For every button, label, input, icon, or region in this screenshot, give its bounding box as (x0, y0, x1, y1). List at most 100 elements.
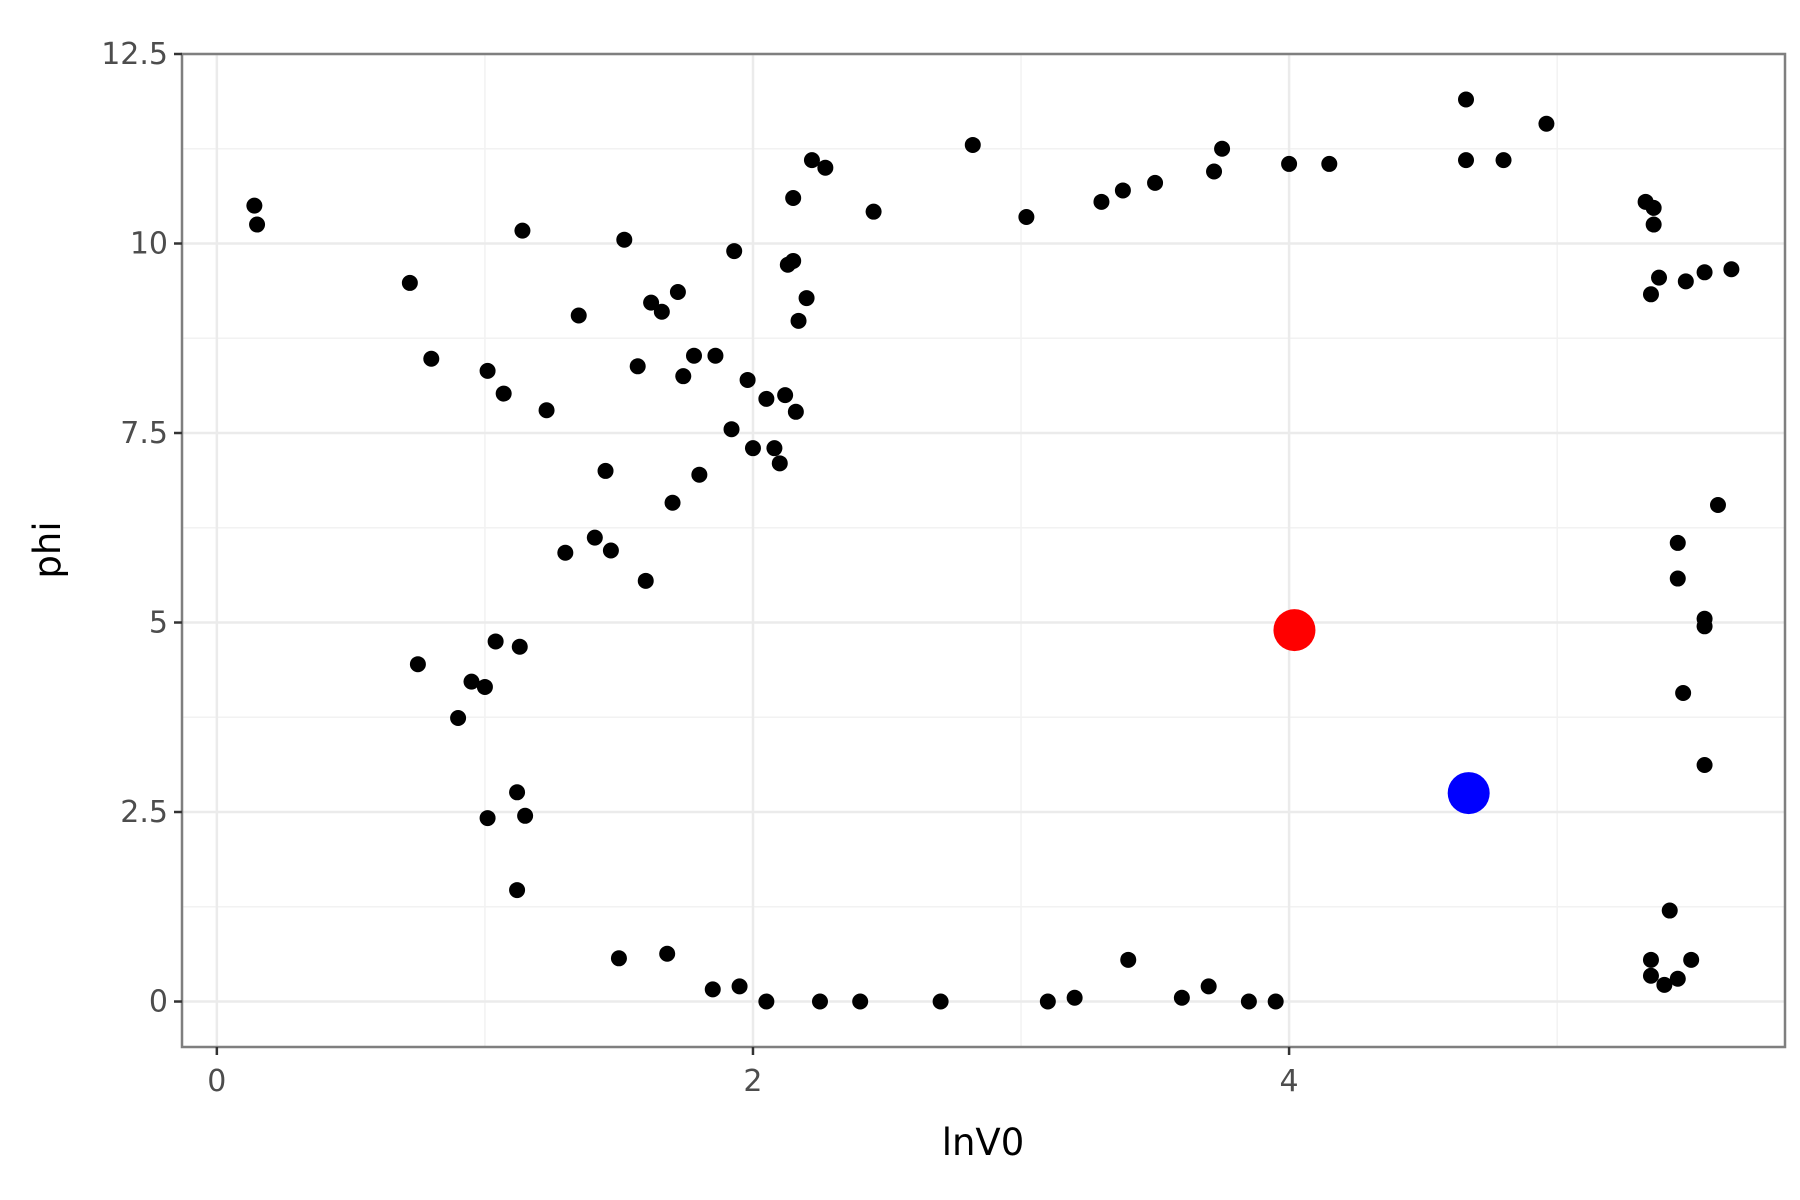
data-point (787, 403, 804, 420)
data-point (865, 203, 882, 220)
data-point (1093, 193, 1110, 210)
data-point (514, 222, 531, 239)
y-tick-label: 10 (130, 227, 168, 262)
data-point (964, 136, 981, 153)
y-tick-label: 7.5 (120, 416, 168, 451)
x-axis-ticks: 0 2 4 (207, 1047, 1299, 1099)
data-point (1642, 286, 1659, 303)
data-point (777, 387, 794, 404)
data-point (570, 307, 587, 324)
data-point (817, 159, 834, 176)
data-point (1039, 993, 1056, 1010)
data-point (1696, 757, 1713, 774)
highlight-points (1273, 609, 1490, 815)
data-point (723, 421, 740, 438)
data-point (1709, 497, 1726, 514)
data-point (511, 638, 528, 655)
data-point (691, 466, 708, 483)
data-point (785, 190, 802, 207)
highlight-point-blue (1447, 772, 1490, 815)
data-point (479, 810, 496, 827)
data-point (1458, 152, 1475, 169)
data-point (1661, 902, 1678, 919)
data-point (771, 455, 788, 472)
data-point (1495, 152, 1512, 169)
data-point (509, 784, 526, 801)
data-point (1651, 269, 1668, 286)
data-point (1281, 155, 1298, 172)
data-point (932, 993, 949, 1010)
data-point (744, 440, 761, 457)
data-point (766, 440, 783, 457)
data-point (1066, 989, 1083, 1006)
data-point (803, 152, 820, 169)
data-point (731, 978, 748, 995)
data-point (1723, 261, 1740, 278)
data-point (1642, 951, 1659, 968)
data-point (1683, 951, 1700, 968)
data-point (790, 312, 807, 329)
data-point (1669, 970, 1686, 987)
data-point (450, 710, 467, 727)
data-point (1696, 264, 1713, 281)
data-point (704, 981, 721, 998)
data-point (629, 358, 646, 375)
y-tick-label: 2.5 (120, 795, 168, 830)
data-point (785, 252, 802, 269)
data-point (1321, 155, 1338, 172)
data-point (1656, 976, 1673, 993)
data-point (1642, 967, 1659, 984)
data-point (610, 950, 627, 967)
data-point (1538, 115, 1555, 132)
data-point (1669, 534, 1686, 551)
x-tick-label: 2 (743, 1064, 762, 1099)
y-tick-label: 5 (149, 606, 168, 641)
data-point (1114, 182, 1131, 199)
x-tick-label: 0 (207, 1064, 226, 1099)
panel-border (180, 52, 1787, 1049)
data-point (557, 544, 574, 561)
data-point (495, 385, 512, 402)
data-point (1677, 273, 1694, 290)
data-point (597, 462, 614, 479)
data-point (653, 303, 670, 320)
data-point (1120, 951, 1137, 968)
data-point (487, 633, 504, 650)
x-axis-title: lnV0 (942, 1121, 1025, 1164)
y-tick-label: 12.5 (101, 37, 168, 72)
data-point (476, 678, 493, 695)
data-point (758, 390, 775, 407)
highlight-point-red (1273, 609, 1316, 652)
data-point (1675, 685, 1692, 702)
data-point (1669, 570, 1686, 587)
data-point (707, 347, 724, 364)
data-point (659, 945, 676, 962)
data-point (758, 993, 775, 1010)
data-point (616, 231, 633, 248)
data-point (811, 993, 828, 1010)
panel-background (182, 54, 1785, 1047)
data-point (602, 542, 619, 559)
data-point (1267, 993, 1284, 1010)
data-point (423, 350, 440, 367)
data-point (401, 274, 418, 291)
data-point (1200, 978, 1217, 995)
data-point (1696, 618, 1713, 635)
data-point (409, 656, 426, 673)
y-tick-label: 0 (149, 985, 168, 1020)
data-point (1240, 993, 1257, 1010)
data-point (726, 243, 743, 260)
data-point (246, 197, 263, 214)
data-point (249, 216, 266, 233)
data-point (1458, 91, 1475, 108)
data-point (643, 294, 660, 311)
data-point (479, 362, 496, 379)
data-point (1214, 140, 1231, 157)
data-point (586, 529, 603, 546)
data-point (1645, 199, 1662, 216)
data-point (509, 882, 526, 899)
data-point (685, 347, 702, 364)
data-point (669, 284, 686, 301)
data-point (1018, 208, 1035, 225)
x-tick-label: 4 (1280, 1064, 1299, 1099)
